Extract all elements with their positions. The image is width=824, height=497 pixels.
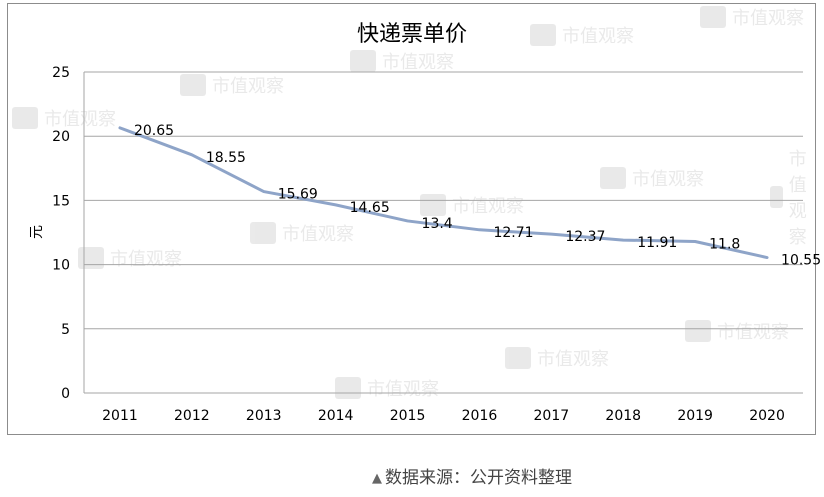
y-tick-label: 10 — [52, 258, 70, 274]
y-tick-label: 20 — [52, 129, 70, 145]
source-text: 数据来源：公开资料整理 — [385, 468, 572, 488]
x-tick-label: 2016 — [462, 408, 498, 424]
y-tick-label: 5 — [61, 322, 70, 338]
y-tick-label: 0 — [61, 386, 70, 402]
x-tick-label: 2015 — [390, 408, 426, 424]
x-tick-label: 2011 — [102, 408, 138, 424]
x-tick-label: 2012 — [174, 408, 210, 424]
data-label: 12.37 — [565, 229, 605, 245]
x-tick-label: 2014 — [318, 408, 354, 424]
x-tick-label: 2013 — [246, 408, 282, 424]
data-label: 11.8 — [709, 236, 740, 252]
y-tick-label: 25 — [52, 65, 70, 81]
series-line — [118, 126, 769, 260]
triangle-icon: ▲ — [372, 471, 382, 486]
x-tick-label: 2017 — [534, 408, 570, 424]
data-label: 15.69 — [278, 187, 318, 203]
x-tick-label: 2020 — [749, 408, 785, 424]
data-label: 11.91 — [637, 235, 677, 251]
x-tick-label: 2019 — [677, 408, 713, 424]
y-tick-label: 15 — [52, 193, 70, 209]
data-label: 20.65 — [134, 123, 174, 139]
chart-frame — [7, 3, 816, 435]
data-label: 10.55 — [781, 253, 821, 269]
data-label: 13.4 — [422, 216, 453, 232]
x-tick-label: 2018 — [605, 408, 641, 424]
chart-title: 快递票单价 — [356, 22, 467, 47]
data-label: 12.71 — [493, 225, 533, 241]
data-label: 18.55 — [206, 150, 246, 166]
source-caption: ▲ 数据来源：公开资料整理 — [372, 463, 572, 488]
data-label: 14.65 — [350, 200, 390, 216]
y-axis-label: 元 — [29, 225, 45, 239]
